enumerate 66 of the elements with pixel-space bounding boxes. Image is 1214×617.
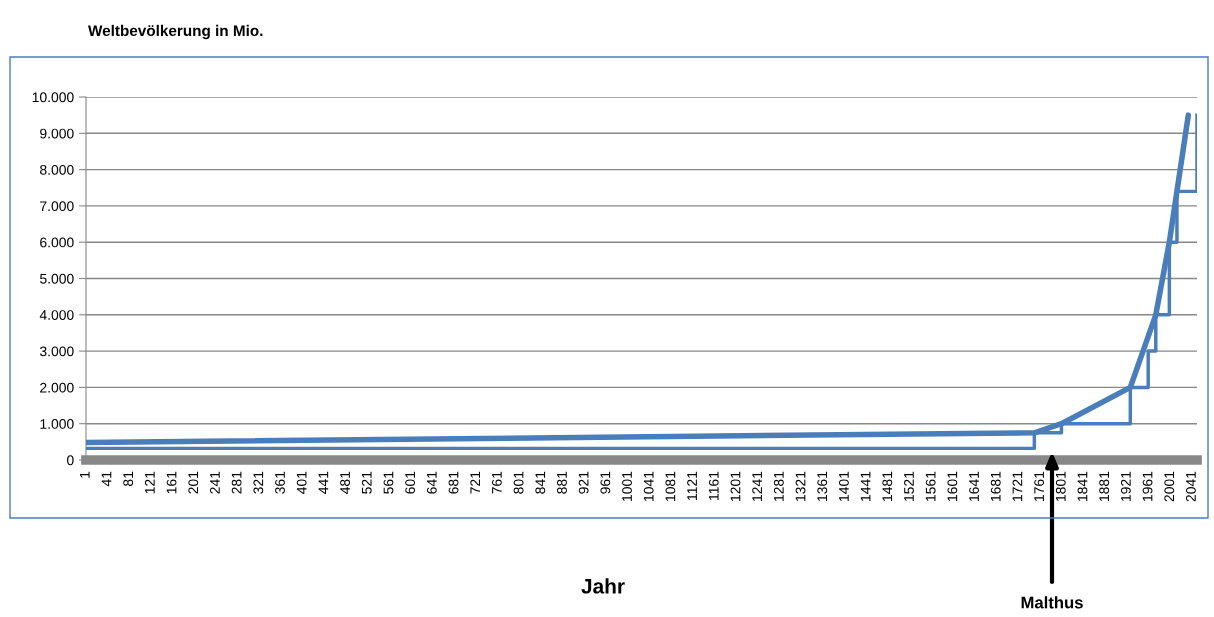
x-tick-label: 241 <box>210 471 220 494</box>
x-tick-label: 1121 <box>687 471 697 500</box>
x-tick-label: 1241 <box>752 471 762 501</box>
text: Malthus <box>1021 596 1083 609</box>
x-tick-label: 1761 <box>1034 471 1045 501</box>
x-tick-label: 401 <box>296 471 307 494</box>
x-tick-label: 1641 <box>969 471 979 501</box>
x-tick-label: 1361 <box>817 471 828 501</box>
x-tick-label: 1161 <box>708 471 719 500</box>
x-tick-label: 801 <box>513 471 524 494</box>
x-tick-label: 1401 <box>839 471 849 501</box>
x-tick-label: 201 <box>188 471 199 494</box>
y-tick-label: 5.000 <box>40 273 74 284</box>
x-tick-label: 2001 <box>1164 471 1175 502</box>
chart-title: Weltbevölkerung in Mio. <box>88 24 263 40</box>
x-tick-label: 361 <box>275 471 285 494</box>
y-tick-label: 3.000 <box>39 346 74 357</box>
x-tick-label: 321 <box>253 471 264 494</box>
x-tick-label: 441 <box>318 471 329 494</box>
x-tick-label: 1201 <box>730 471 741 501</box>
x-tick-label: 1801 <box>1055 471 1066 501</box>
y-tick-label: 8.000 <box>40 164 74 175</box>
x-tick-label: 1521 <box>904 471 914 501</box>
x-tick-label: 1721 <box>1012 471 1023 501</box>
x-tick-label: 1881 <box>1099 471 1110 501</box>
x-tick-label: 561 <box>383 471 394 494</box>
x-tick-label: 601 <box>405 471 416 494</box>
x-tick-label: 881 <box>557 471 567 494</box>
x-tick-label: 1961 <box>1142 471 1153 501</box>
x-tick-label: 1561 <box>925 471 936 501</box>
y-tick-label: 6.000 <box>40 237 74 248</box>
x-tick-label: 481 <box>340 471 350 494</box>
x-tick-label: 1081 <box>665 471 676 501</box>
x-tick-label: 1681 <box>990 471 1001 501</box>
x-tick-label: 1841 <box>1077 471 1088 501</box>
x-tick-label: 841 <box>535 471 546 494</box>
x-tick-label: 1441 <box>860 471 871 501</box>
x-tick-label: 641 <box>426 471 437 494</box>
x-axis-title: Jahr <box>581 578 625 594</box>
x-tick-label: 1321 <box>795 471 806 501</box>
x-tick-label: 1921 <box>1120 471 1131 501</box>
y-tick-label: 9.000 <box>40 128 74 139</box>
x-tick-label: 921 <box>578 471 589 494</box>
x-tick-label: 521 <box>361 471 372 494</box>
y-tick-label: 0 <box>67 455 74 466</box>
x-tick-label: 161 <box>166 471 177 494</box>
y-tick-label: 2.000 <box>40 382 74 393</box>
x-tick-label: 761 <box>491 471 502 494</box>
x-tick-label: 41 <box>101 471 112 487</box>
y-tick-label: 10.000 <box>32 92 74 103</box>
x-tick-label: 681 <box>448 471 459 494</box>
x-tick-label: 281 <box>231 471 242 494</box>
y-tick-label: 1.000 <box>40 419 74 429</box>
x-tick-label: 81 <box>123 471 134 486</box>
x-tick-label: 1281 <box>773 471 784 501</box>
y-tick-label: 7.000 <box>40 201 74 212</box>
x-tick-label: 1601 <box>947 471 958 501</box>
x-tick-label: 961 <box>600 471 611 494</box>
x-tick-label: 1 <box>80 471 90 478</box>
x-tick-label: 1481 <box>882 471 893 501</box>
x-tick-label: 121 <box>144 471 155 494</box>
x-tick-label: 1041 <box>643 471 654 501</box>
y-tick-label: 4.000 <box>39 310 74 320</box>
x-tick-label: 2041 <box>1186 471 1196 502</box>
x-tick-label: 721 <box>470 471 480 494</box>
x-tick-label: 1001 <box>622 471 632 501</box>
